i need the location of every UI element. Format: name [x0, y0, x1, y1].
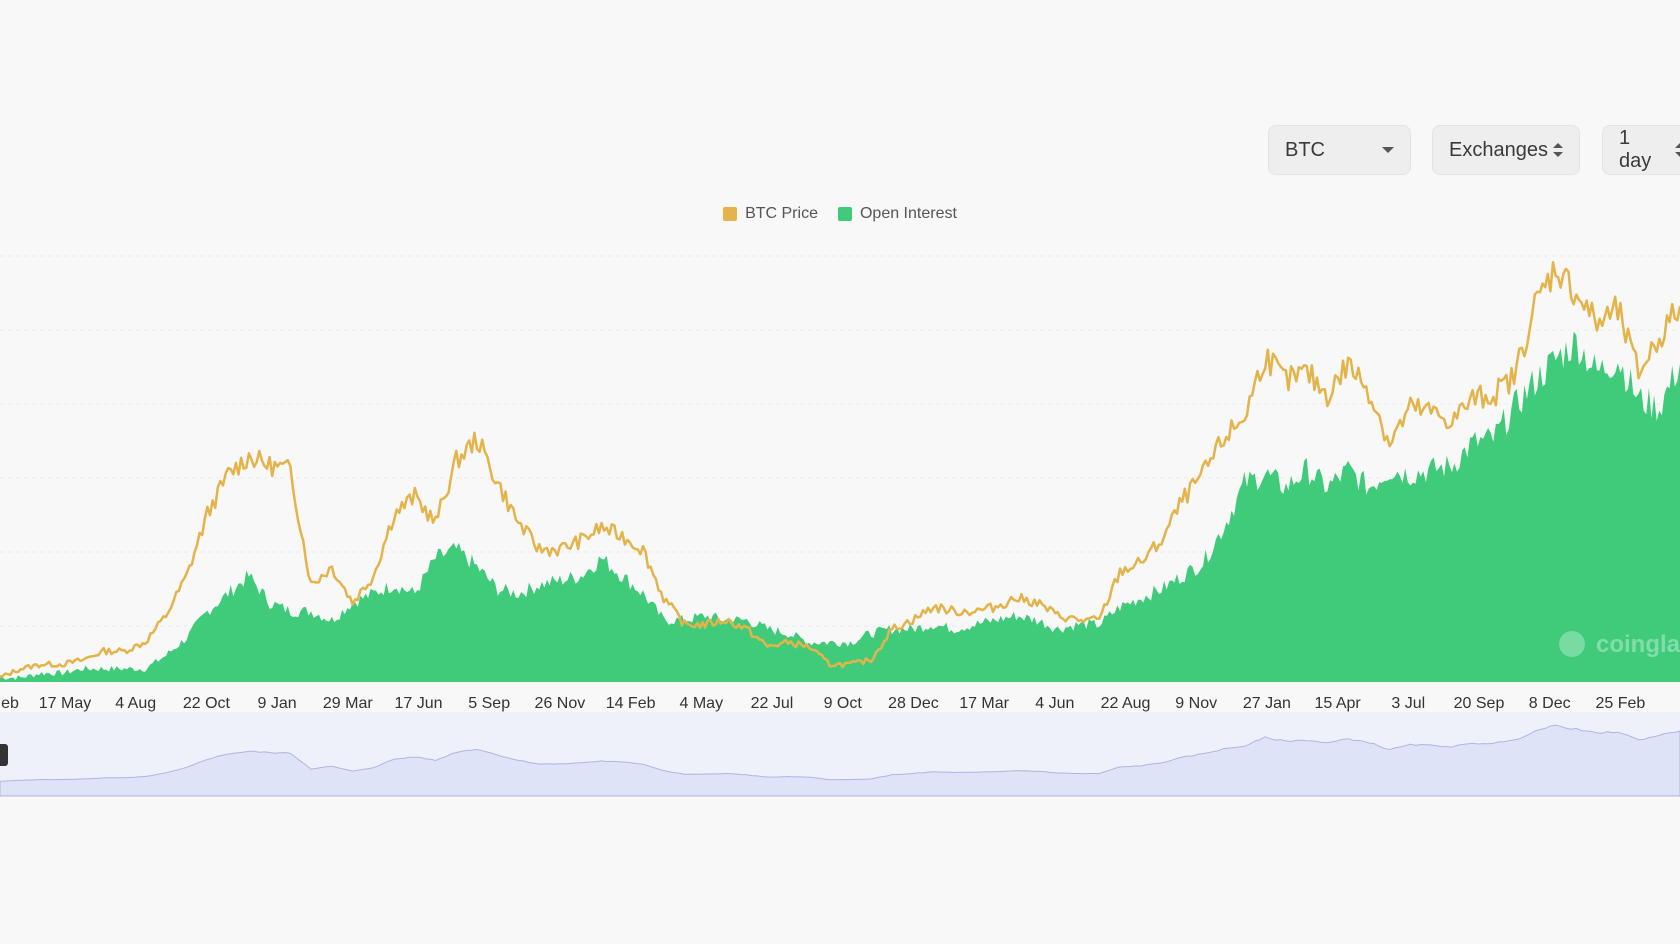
x-tick-label: 27 Jan [1243, 695, 1291, 712]
caret-down-icon [1382, 147, 1394, 153]
x-tick-label: 29 Mar [323, 695, 373, 712]
x-axis: eb 17 May 4 Aug 22 Oct 9 Jan 29 Mar 17 Jun 5 Se… [1, 695, 1645, 712]
x-tick-label: 15 Apr [1314, 695, 1361, 712]
legend-item-btc-price[interactable]: BTC Price [723, 205, 818, 223]
open-interest-series [0, 331, 1680, 682]
x-tick-label: 9 Jan [258, 695, 297, 712]
sort-updown-icon [1675, 143, 1680, 157]
x-tick-label: 22 Oct [183, 695, 231, 712]
interval-select[interactable]: 1 day [1602, 125, 1680, 175]
x-tick-label: 25 Feb [1595, 695, 1645, 712]
open-interest-area [0, 331, 1680, 682]
x-tick-label: eb [1, 695, 19, 712]
time-navigator[interactable] [0, 712, 1680, 797]
interval-value: 1 day [1619, 127, 1652, 172]
watermark-text: coinglass [1596, 631, 1680, 658]
navigator-series [0, 724, 1680, 797]
x-tick-label: 28 Dec [888, 695, 939, 712]
x-tick-label: 4 Jun [1035, 695, 1074, 712]
legend-label-btc-price: BTC Price [745, 205, 818, 222]
x-tick-label: 26 Nov [535, 695, 586, 712]
x-tick-label: 4 May [680, 695, 724, 712]
sort-updown-icon [1553, 143, 1563, 157]
x-tick-label: 9 Nov [1175, 695, 1217, 712]
symbol-select[interactable]: BTC [1268, 125, 1411, 175]
chart-legend: BTC Price Open Interest [0, 205, 1680, 223]
navigator-left-handle[interactable] [0, 744, 8, 766]
x-tick-label: 3 Jul [1391, 695, 1425, 712]
exchanges-value: Exchanges [1449, 138, 1548, 161]
x-tick-label: 20 Sep [1454, 695, 1505, 712]
legend-item-open-interest[interactable]: Open Interest [837, 205, 957, 223]
chart-controls: BTC Exchanges 1 day [0, 125, 1680, 177]
legend-swatch-open-interest [837, 207, 852, 221]
x-tick-label: 4 Aug [115, 695, 156, 712]
symbol-value: BTC [1285, 138, 1325, 161]
x-tick-label: 22 Aug [1101, 695, 1151, 712]
legend-label-open-interest: Open Interest [859, 205, 957, 222]
x-tick-label: 9 Oct [824, 695, 863, 712]
x-tick-label: 17 Mar [959, 695, 1009, 712]
x-tick-label: 14 Feb [606, 695, 656, 712]
btc-price-line [0, 261, 1680, 678]
x-tick-label: 5 Sep [468, 695, 510, 712]
x-tick-label: 17 May [39, 695, 91, 712]
legend-swatch-btc-price [723, 207, 738, 221]
btc-price-series [0, 261, 1680, 678]
x-tick-label: 8 Dec [1529, 695, 1571, 712]
exchanges-select[interactable]: Exchanges [1432, 125, 1580, 175]
x-tick-label: 17 Jun [394, 695, 442, 712]
coinglass-logo-icon [1559, 631, 1585, 657]
x-tick-label: 22 Jul [751, 695, 794, 712]
